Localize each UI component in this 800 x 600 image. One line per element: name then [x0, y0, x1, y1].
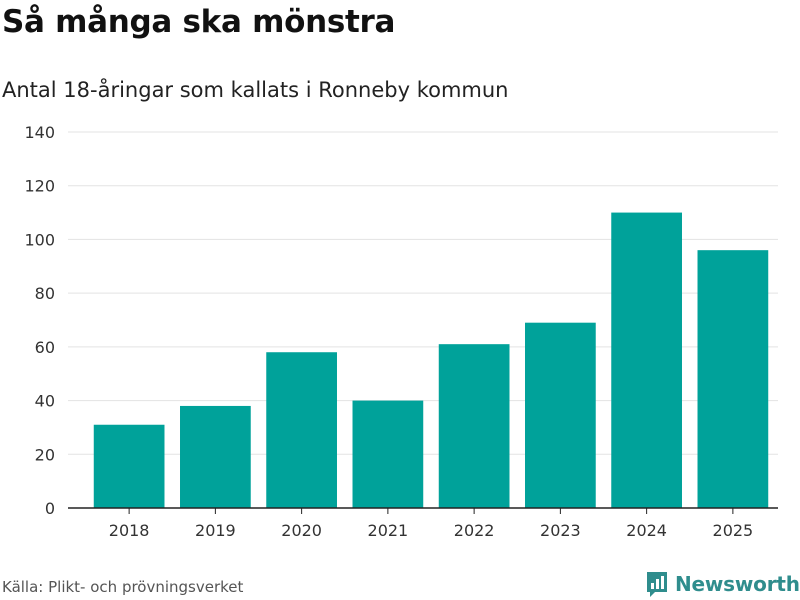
axes: 0 20 40 60 80 100 120 140 2018 2019 2020 2021 2022 20… [24, 123, 778, 540]
bars [93, 212, 769, 509]
y-tick-label: 40 [35, 392, 55, 411]
bar-2020 [266, 352, 337, 508]
bar-2025 [697, 250, 769, 508]
x-tick-label: 2018 [109, 521, 150, 540]
bar-2022 [438, 344, 510, 508]
x-tick-label: 2025 [713, 521, 754, 540]
newsworthy-logo-icon [647, 572, 667, 597]
y-tick-label: 20 [35, 445, 55, 464]
x-tick-label: 2021 [368, 521, 409, 540]
y-tick-label: 60 [35, 338, 55, 357]
brand-name: Newsworthy [675, 572, 800, 596]
brand-logo: Newsworthy [645, 570, 800, 598]
bar-2024 [611, 212, 682, 509]
y-tick-label: 140 [24, 123, 55, 142]
bar-2019 [180, 405, 251, 508]
source-note: Källa: Plikt- och prövningsverket [2, 578, 244, 596]
bar-2018 [93, 424, 165, 508]
y-tick-label: 0 [45, 499, 55, 518]
x-tick-label: 2020 [281, 521, 322, 540]
bar-2021 [352, 400, 424, 508]
bar-2023 [525, 322, 596, 508]
y-tick-label: 120 [24, 177, 55, 196]
y-tick-label: 100 [24, 230, 55, 249]
y-tick-label: 80 [35, 284, 55, 303]
chart-title: Så många ska mönstra [2, 4, 396, 40]
x-tick-label: 2019 [195, 521, 236, 540]
x-tick-label: 2023 [540, 521, 581, 540]
x-tick-label: 2022 [454, 521, 495, 540]
x-tick-label: 2024 [626, 521, 667, 540]
chart-subtitle: Antal 18-åringar som kallats i Ronneby k… [2, 78, 509, 102]
